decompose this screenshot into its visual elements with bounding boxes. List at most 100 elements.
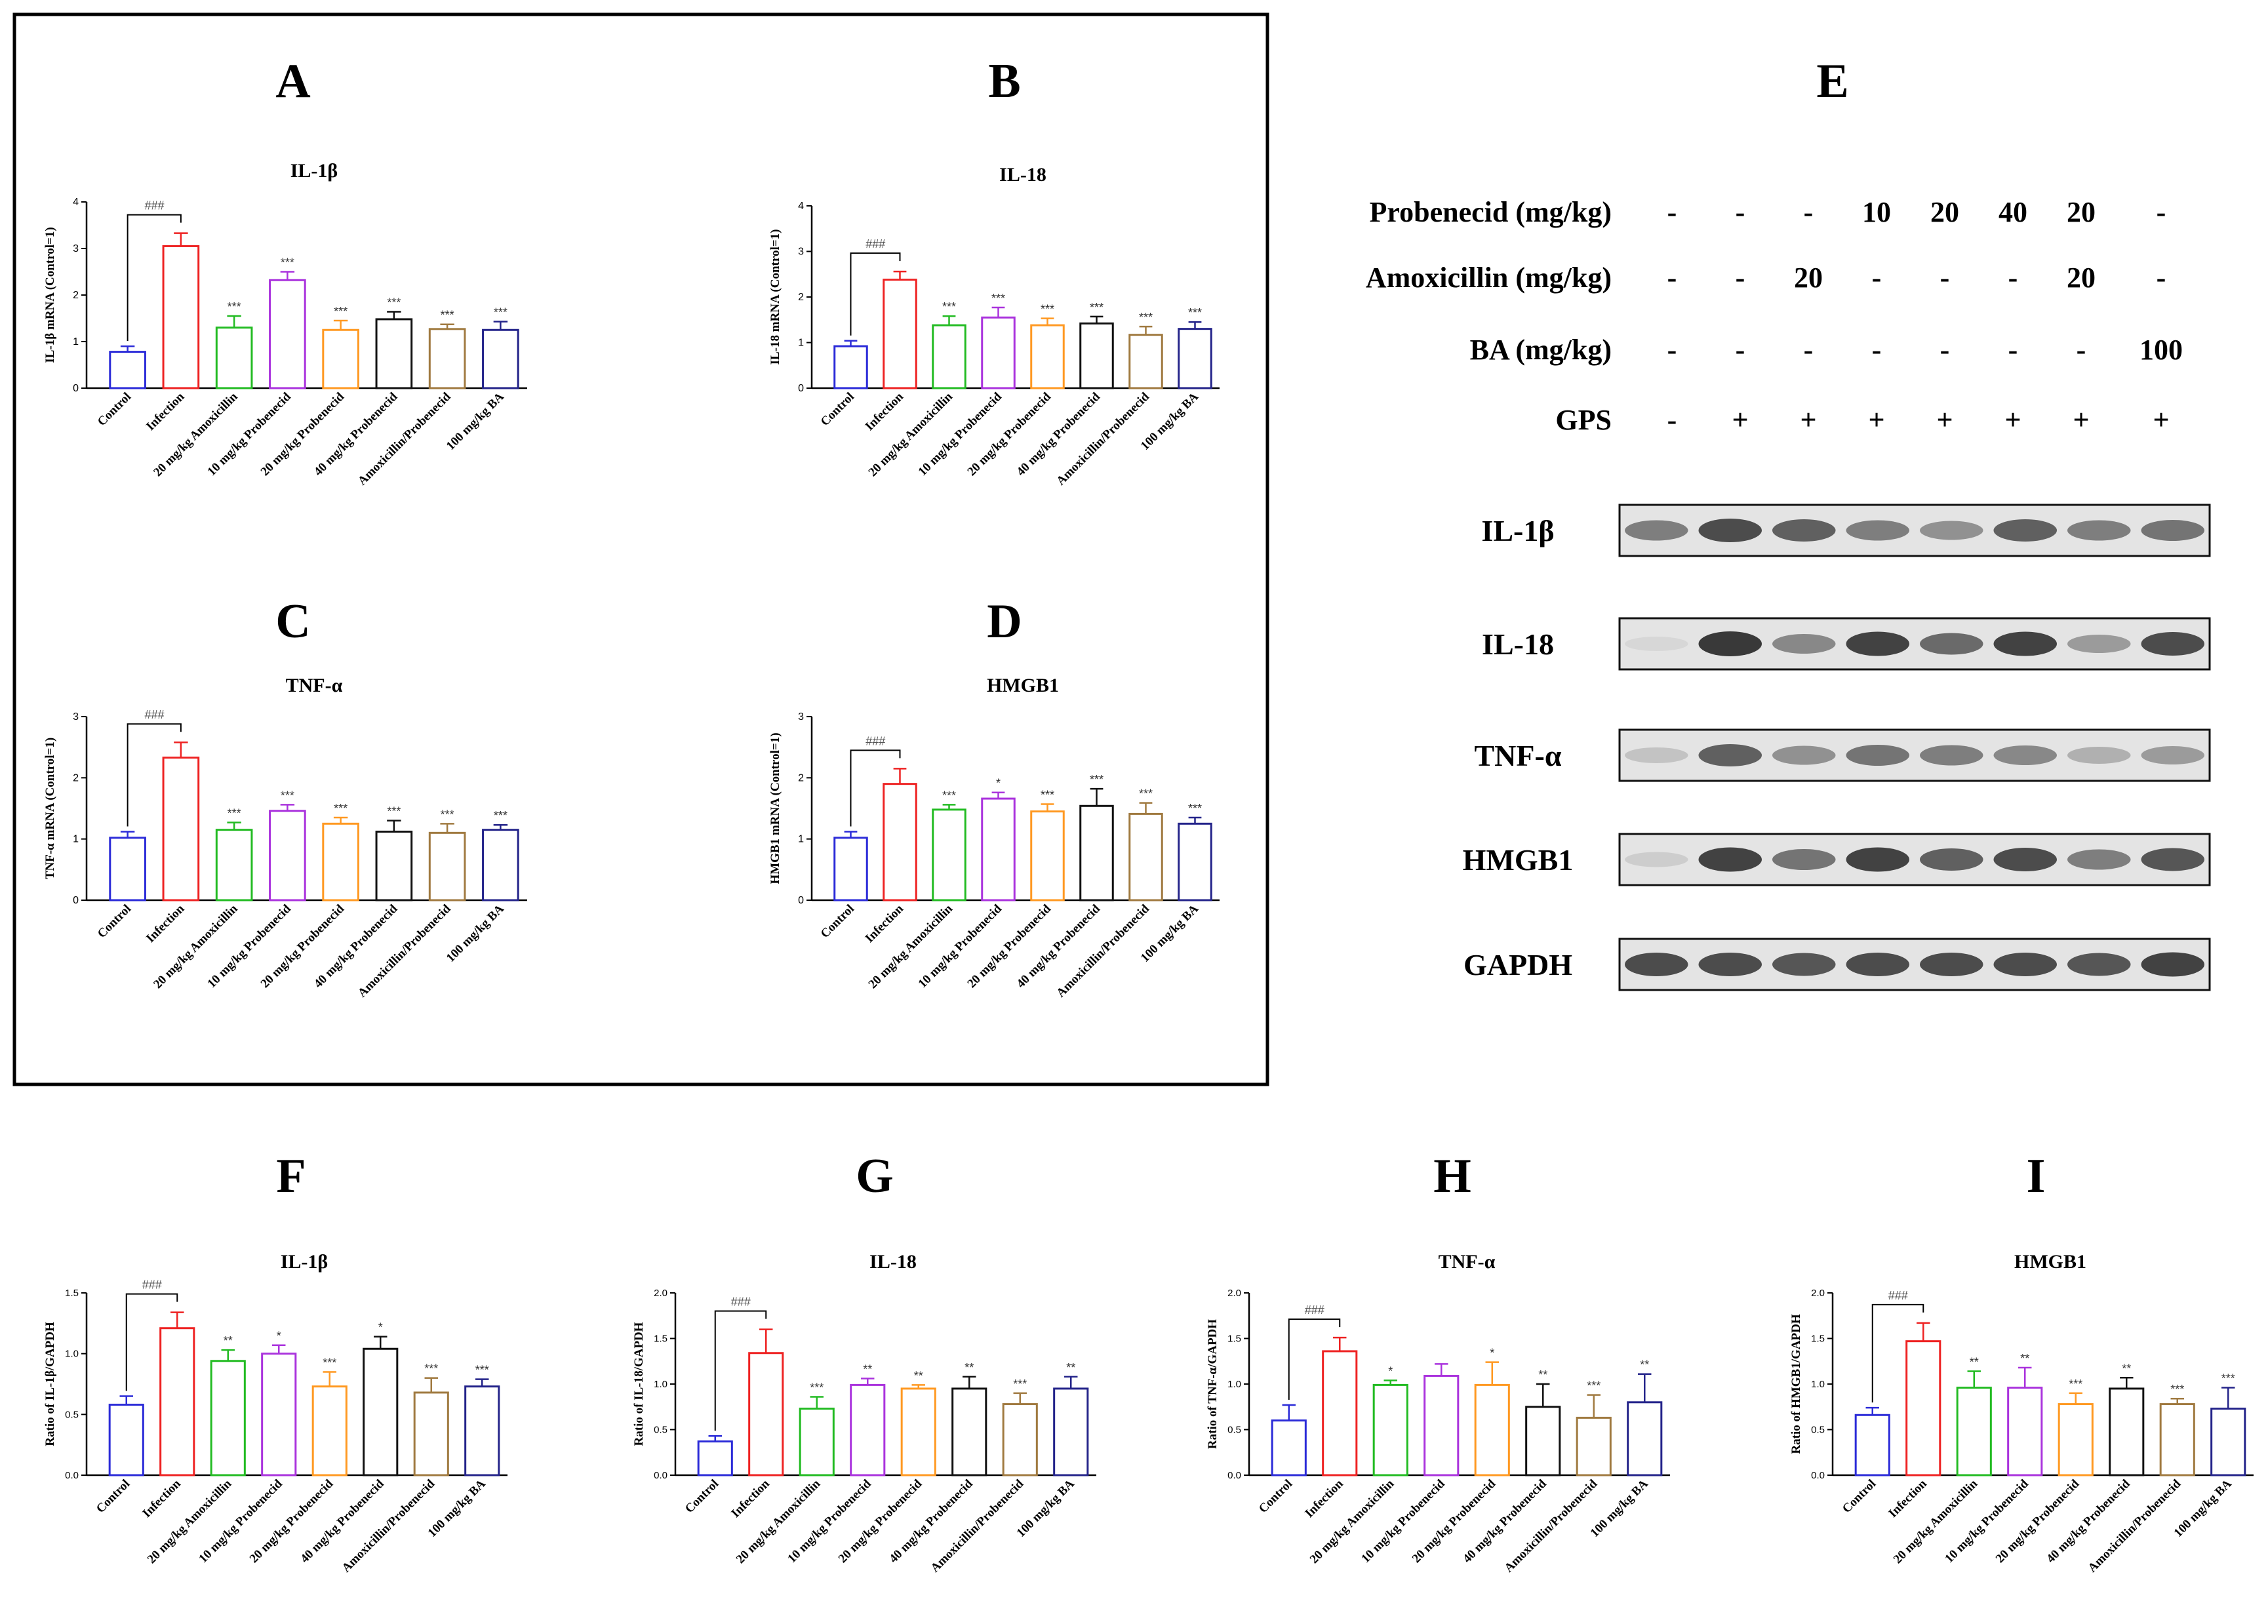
bar (1474, 1383, 1510, 1476)
significance-marker: ** (2122, 1362, 2131, 1375)
x-tick-label: 20 mg/kg Amoxicillin (734, 1476, 824, 1566)
y-axis-label: IL-1β mRNA (Control=1) (43, 227, 57, 363)
chart-title: TNF-α (286, 675, 343, 696)
blot-band (2141, 520, 2204, 541)
treatment-value: - (2157, 262, 2166, 294)
bracket-label: ### (144, 708, 165, 721)
x-tick-label: 20 mg/kg Probenecid (965, 389, 1054, 479)
blot-band (1846, 953, 1909, 976)
significance-marker: *** (475, 1364, 489, 1377)
panel-letter-h: H (1433, 1149, 1471, 1203)
significance-marker: *** (494, 809, 507, 822)
x-tick-label: Infection (144, 901, 188, 945)
bar (799, 1408, 835, 1476)
significance-marker: * (1490, 1347, 1494, 1360)
significance-marker: *** (2221, 1372, 2235, 1385)
y-tick-label: 0 (73, 895, 79, 906)
blot-band (2141, 746, 2204, 764)
blot-band (1846, 847, 1909, 872)
x-tick-label: 20 mg/kg Probenecid (965, 901, 1054, 991)
y-tick-label: 0.5 (1811, 1425, 1825, 1436)
bracket-label: ### (730, 1296, 751, 1309)
treatment-value: 100 (2139, 334, 2183, 366)
panel-letter-e: E (1816, 54, 1848, 108)
significance-marker: ** (1640, 1358, 1649, 1372)
x-tick-label: 10 mg/kg Probenecid (785, 1476, 874, 1566)
bar (1576, 1416, 1612, 1476)
y-tick-label: 4 (798, 201, 804, 212)
x-tick-label: Infection (728, 1476, 772, 1520)
y-tick-label: 2.0 (1811, 1288, 1825, 1299)
panel-letter-i: I (2027, 1149, 2046, 1203)
chart-title: IL-18 (869, 1251, 917, 1273)
blot-label: IL-18 (1482, 627, 1554, 661)
y-tick-label: 1 (73, 834, 79, 845)
y-tick-label: 0 (798, 383, 804, 394)
y-axis-label: Ratio of HMGB1/GAPDH (1789, 1314, 1803, 1454)
blot-band (2067, 747, 2131, 764)
y-tick-label: 1 (73, 336, 79, 347)
blot-band (1772, 849, 1836, 870)
blot-band (2067, 635, 2131, 653)
blot-band (1625, 852, 1688, 867)
significance-marker: *** (228, 300, 241, 313)
treatment-value: + (1936, 404, 1953, 436)
significance-bracket (1871, 1303, 1924, 1403)
blot-band (1772, 953, 1836, 976)
treatment-value: + (2153, 404, 2169, 436)
x-tick-label: 20 mg/kg Amoxicillin (1891, 1476, 1981, 1566)
blot-band (1993, 848, 2057, 871)
bar (697, 1440, 733, 1476)
x-tick-label: 40 mg/kg Probenecid (298, 1476, 387, 1566)
bar (1030, 324, 1065, 389)
bar (833, 837, 868, 901)
x-tick-label: Control (95, 902, 134, 941)
blot-band (2141, 632, 2204, 656)
chart-f-il1b-ratio: IL-1β Ratio of IL-1β/GAPDH 0.0 0.5 1.0 1.5 Con… (43, 1251, 507, 1575)
panel-letter-a: A (275, 54, 310, 108)
significance-marker: *** (2170, 1383, 2184, 1396)
significance-marker: *** (387, 805, 401, 818)
chart-g-il18-ratio: IL-18 Ratio of IL-18/GAPDH 0.0 0.5 1.0 1.5 2.0… (632, 1251, 1096, 1575)
bar (2007, 1387, 2043, 1476)
x-tick-label: 40 mg/kg Probenecid (1014, 901, 1104, 991)
bar (375, 830, 413, 901)
blot-band (1846, 631, 1909, 656)
panel-letter-g: G (856, 1149, 894, 1203)
y-tick-label: 0 (73, 383, 79, 394)
significance-marker: * (1388, 1364, 1393, 1377)
significance-marker: *** (334, 305, 348, 318)
treatment-value: 10 (1862, 196, 1891, 228)
x-tick-label: Amoxicillin/Probenecid (1054, 901, 1152, 1000)
x-tick-label: Control (94, 1477, 132, 1516)
blot-band (1846, 520, 1909, 541)
significance-marker: *** (494, 306, 507, 319)
significance-bracket (127, 723, 182, 827)
significance-marker: ** (863, 1363, 872, 1376)
x-tick-label: Amoxicillin/Probenecid (1502, 1476, 1601, 1575)
bar (1423, 1374, 1460, 1476)
blot-label: HMGB1 (1463, 843, 1574, 877)
blot-band (1698, 744, 1762, 766)
x-tick-label: 40 mg/kg Probenecid (2044, 1476, 2133, 1566)
bar (1854, 1414, 1890, 1476)
significance-bracket (850, 252, 901, 336)
y-tick-label: 0.0 (65, 1470, 79, 1481)
bar (2210, 1408, 2246, 1476)
x-tick-label: Amoxicillin/Probenecid (340, 1476, 438, 1575)
treatment-value: - (1667, 262, 1677, 294)
significance-marker: ** (224, 1334, 233, 1347)
bar (482, 829, 519, 901)
x-tick-label: 40 mg/kg Probenecid (886, 1476, 976, 1566)
y-tick-label: 3 (73, 243, 79, 254)
bar (900, 1387, 936, 1476)
treatment-value: - (1667, 334, 1677, 366)
bar (1956, 1387, 1992, 1476)
treatment-value: - (1804, 334, 1814, 366)
blot-band (2141, 848, 2204, 871)
x-tick-label: Amoxicillin/Probenecid (355, 389, 454, 488)
significance-marker: *** (1139, 311, 1153, 324)
significance-marker: ** (1538, 1368, 1547, 1381)
significance-marker: *** (942, 300, 956, 313)
